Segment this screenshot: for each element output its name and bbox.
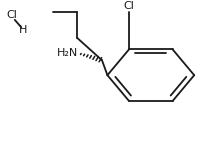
Text: Cl: Cl (7, 10, 17, 20)
Text: Cl: Cl (124, 1, 135, 11)
Text: H: H (19, 25, 27, 35)
Text: H₂N: H₂N (57, 48, 78, 58)
